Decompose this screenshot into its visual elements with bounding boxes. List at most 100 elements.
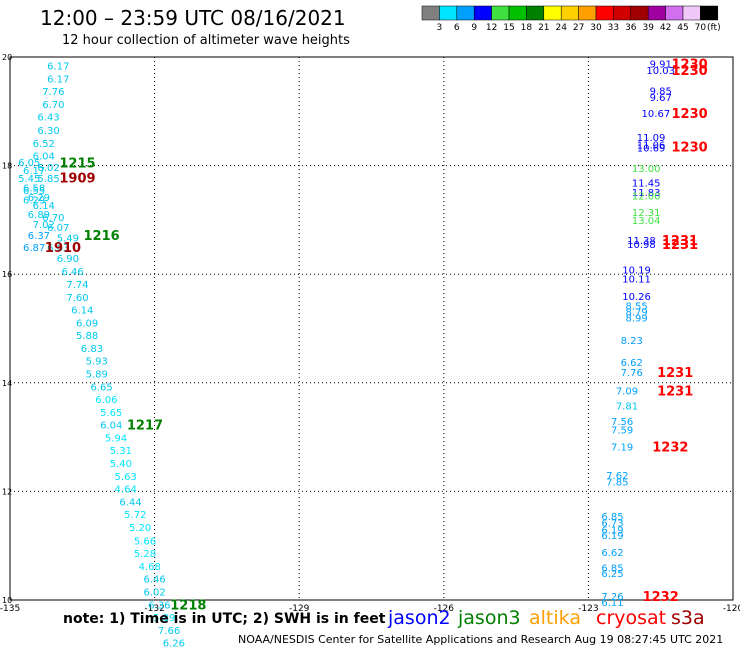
wave-height-value: 13.04: [632, 216, 661, 227]
color-scale-label: 70: [695, 23, 707, 33]
color-scale-label: 33: [608, 23, 619, 33]
color-swatch: [682, 5, 701, 21]
time-label: 1216: [83, 229, 119, 244]
wave-height-value: 5.63: [115, 472, 137, 483]
color-swatch: [595, 5, 614, 21]
x-tick-label: -132: [144, 604, 164, 614]
wave-height-value: 6.25: [601, 569, 623, 580]
wave-height-value: 4.68: [139, 562, 161, 573]
wave-height-value: 7.66: [158, 626, 180, 637]
wave-height-value: 7.26: [601, 592, 623, 603]
wave-height-value: 10.11: [622, 275, 651, 286]
wave-height-value: 10.26: [622, 292, 651, 303]
y-tick-label: 10: [2, 596, 12, 605]
time-label: 1230: [672, 141, 708, 156]
time-label: 1231: [662, 234, 698, 249]
wave-height-value: 6.36: [148, 600, 170, 611]
wave-height-value: 7.74: [66, 280, 88, 291]
wave-height-value: 6.04: [100, 421, 122, 432]
x-tick-label: -120: [723, 604, 740, 614]
wave-height-value: 6.14: [33, 201, 55, 212]
wave-height-value: 6.29: [23, 195, 45, 206]
color-swatch: [491, 5, 510, 21]
color-swatch: [526, 5, 545, 21]
wave-height-value: 5.72: [124, 510, 146, 521]
wave-height-value: 6.05: [18, 158, 40, 169]
legend-item-cryosat: cryosat: [596, 607, 667, 629]
wave-height-value: 5.88: [76, 331, 98, 342]
wave-height-value: 6.52: [33, 139, 55, 150]
color-scale-label: 18: [521, 23, 533, 33]
y-tick-label: 18: [2, 162, 12, 171]
time-label: 1217: [127, 419, 163, 434]
y-tick-label: 12: [2, 487, 12, 496]
y-tick-label: 16: [2, 270, 12, 279]
time-label: 1230: [672, 64, 708, 79]
page-title: 12:00 – 23:59 UTC 08/16/2021: [40, 6, 346, 30]
wave-height-value: 6.62: [621, 358, 643, 369]
wave-height-value: 5.28: [134, 549, 156, 560]
time-label: 1230: [672, 107, 708, 122]
wave-height-value: 6.04: [33, 151, 55, 162]
wave-height-value: 7.09: [616, 386, 638, 397]
wave-height-value: 4.64: [115, 485, 137, 496]
color-swatch: [630, 5, 649, 21]
wave-height-value: 9.67: [650, 93, 672, 104]
color-scale-label: 9: [471, 23, 477, 33]
wave-height-value: 7.02: [33, 220, 55, 231]
plot-frame: [9, 56, 734, 601]
wave-height-value: 6.14: [71, 305, 93, 316]
wave-height-value: 6.90: [57, 254, 79, 265]
time-label: 1909: [59, 172, 95, 187]
time-label: 1230: [672, 58, 708, 73]
wave-height-value: 7.59: [611, 425, 633, 436]
wave-height-value: 6.19: [601, 525, 623, 536]
color-scale-label: 6: [454, 23, 460, 33]
wave-height-value: 6.44: [119, 498, 141, 509]
wave-height-value: 12.00: [632, 191, 661, 202]
wave-height-value: 6.06: [95, 395, 117, 406]
time-label: 1232: [643, 590, 679, 605]
wave-height-value: 6.07: [47, 223, 69, 234]
wave-height-value: 8.99: [625, 314, 647, 325]
wave-height-value: 5.20: [129, 523, 151, 534]
wave-height-value: 6.83: [81, 344, 103, 355]
wave-height-value: 5.40: [110, 459, 132, 470]
color-scale-label: 36: [625, 23, 637, 33]
wave-height-value: 5.93: [86, 357, 108, 368]
wave-height-value: 6.26: [163, 638, 185, 649]
wave-height-value: 11.06: [637, 140, 666, 151]
wave-height-value: 9.91: [650, 60, 672, 71]
color-swatch: [560, 5, 579, 21]
wave-height-value: 5.49: [57, 233, 79, 244]
color-swatch: [700, 5, 719, 21]
wave-height-value: 7.85: [606, 478, 628, 489]
wave-height-value: 6.87: [23, 243, 45, 254]
color-scale-label: 21: [538, 23, 549, 33]
time-label: 1218: [170, 598, 206, 613]
wave-height-value: 6.46: [143, 574, 165, 585]
chart-note: note: 1) Time is in UTC; 2) SWH is in fe…: [63, 611, 386, 627]
wave-height-value: 10.03: [646, 66, 675, 77]
wave-height-value: 6.09: [76, 319, 98, 330]
wave-height-value: 10.69: [637, 144, 666, 155]
wave-height-value: 12.31: [632, 208, 661, 219]
color-swatch: [439, 5, 458, 21]
color-swatch: [578, 5, 597, 21]
wave-height-value: 6.43: [37, 113, 59, 124]
wave-height-value: 10.67: [642, 109, 671, 120]
y-tick-label: 14: [2, 379, 12, 388]
x-tick-label: -126: [434, 604, 455, 614]
time-label: 1231: [657, 384, 693, 399]
wave-height-value: 6.73: [601, 518, 623, 529]
wave-height-value: 8.23: [621, 336, 643, 347]
wave-height-value: 6.70: [42, 213, 64, 224]
color-scale-label: 42: [660, 23, 671, 33]
color-scale-label: 45: [677, 23, 688, 33]
wave-height-value: 5.89: [153, 613, 175, 624]
wave-height-value: 7.56: [611, 417, 633, 428]
time-label: 1232: [652, 440, 688, 455]
color-scale-label: 3: [437, 23, 443, 33]
wave-height-value: 8.79: [625, 308, 647, 319]
